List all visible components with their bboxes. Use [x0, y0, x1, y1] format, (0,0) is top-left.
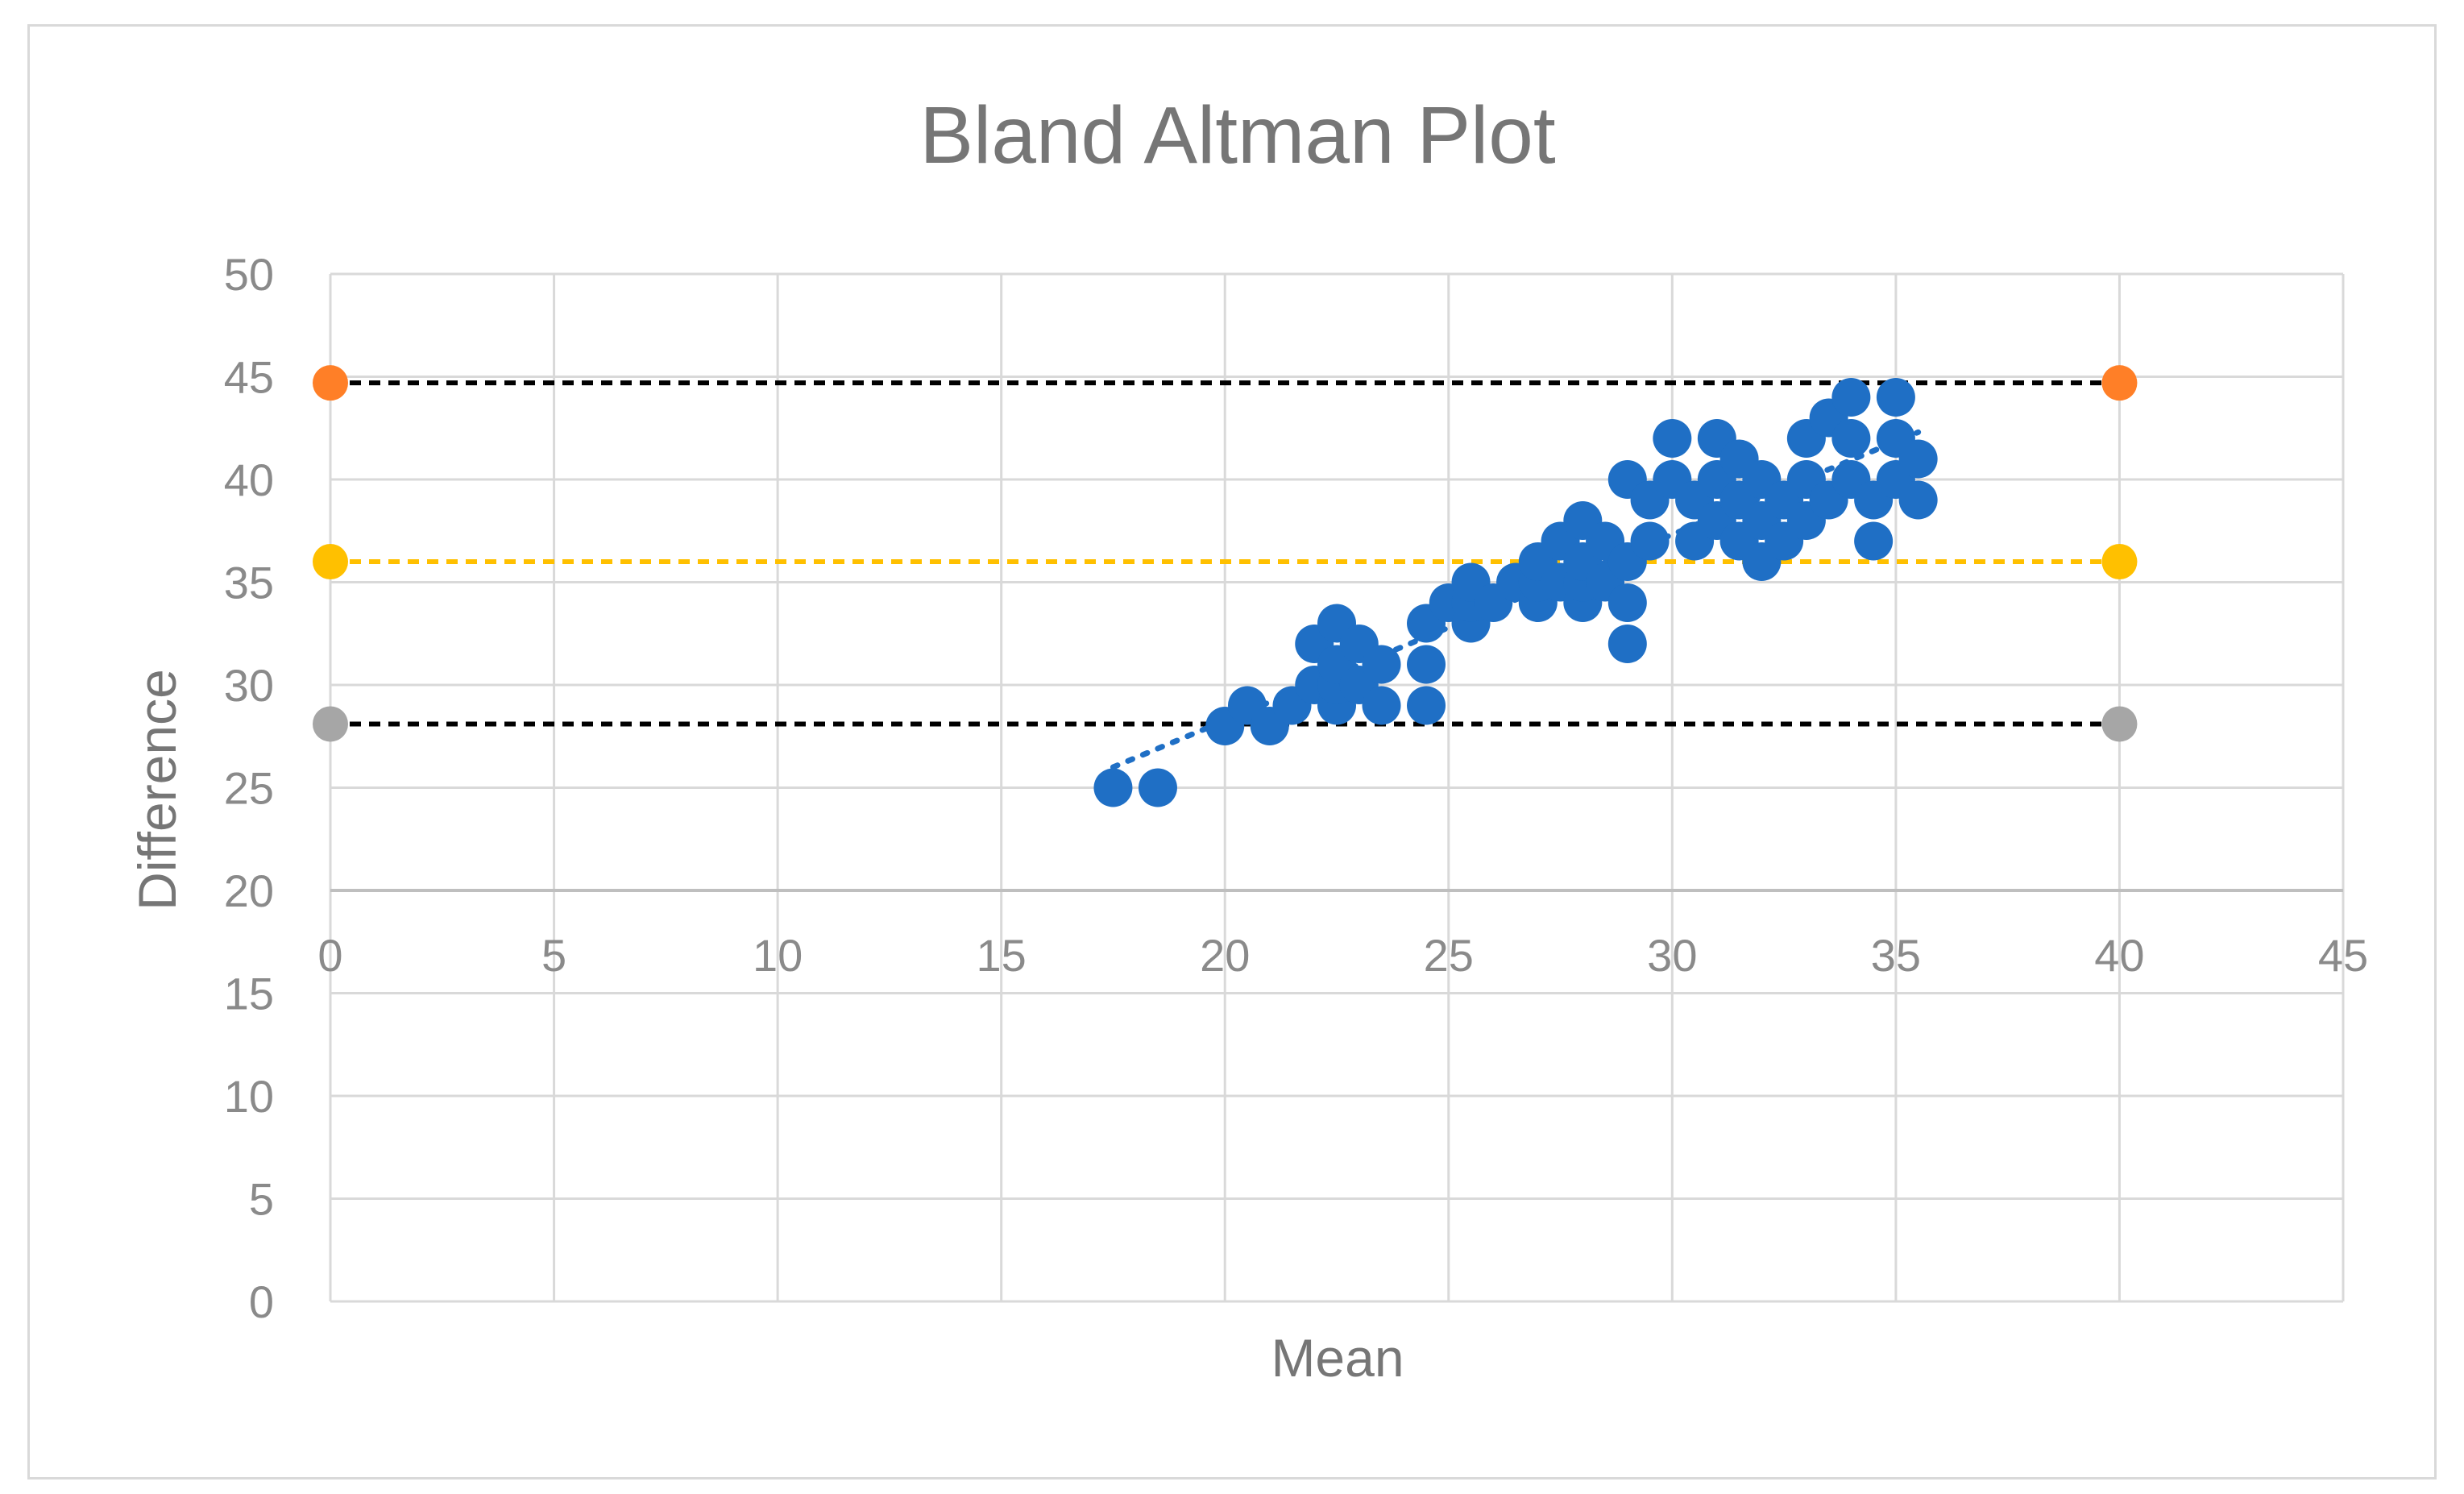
y-tick-label: 25	[224, 763, 274, 814]
data-point	[1362, 645, 1401, 684]
y-tick-labels: 0 5 10 15 20 25 30 35 40 45 50	[224, 249, 274, 1327]
data-points	[1093, 378, 1938, 807]
reference-markers	[313, 365, 2138, 742]
reference-marker	[313, 544, 348, 579]
data-point	[1607, 583, 1647, 622]
y-tick-label: 20	[224, 865, 274, 916]
y-axis-label: Difference	[127, 669, 187, 911]
x-tick-label: 10	[753, 930, 803, 981]
data-point	[1362, 686, 1401, 725]
data-point	[1138, 768, 1177, 807]
x-tick-label: 30	[1647, 930, 1697, 981]
x-tick-label: 40	[2094, 930, 2144, 981]
x-tick-label: 25	[1424, 930, 1474, 981]
data-point	[1093, 768, 1133, 807]
data-point	[1831, 378, 1871, 417]
y-tick-label: 10	[224, 1071, 274, 1122]
y-tick-label: 35	[224, 558, 274, 608]
y-tick-label: 0	[249, 1276, 274, 1327]
data-point	[1607, 625, 1647, 663]
reference-marker	[313, 706, 348, 742]
x-tick-label: 20	[1200, 930, 1250, 981]
data-point	[1630, 521, 1670, 561]
data-point	[1831, 419, 1871, 458]
data-point	[1407, 686, 1446, 725]
y-tick-label: 5	[249, 1174, 274, 1225]
x-tick-label: 0	[317, 930, 342, 981]
reference-marker	[2101, 544, 2138, 579]
reference-marker	[2101, 365, 2138, 401]
chart-title: Bland Altman Plot	[919, 90, 1556, 181]
y-tick-label: 30	[224, 660, 274, 711]
y-tick-label: 15	[224, 969, 274, 1019]
data-point	[1898, 439, 1938, 479]
reference-marker	[313, 365, 348, 401]
data-point	[1653, 419, 1692, 458]
chart-frame	[27, 24, 2437, 1479]
data-point	[1876, 378, 1915, 417]
y-tick-label: 50	[224, 249, 274, 300]
x-tick-label: 15	[977, 930, 1027, 981]
data-point	[1898, 480, 1938, 520]
grid	[329, 272, 2345, 1303]
x-tick-label: 35	[1871, 930, 1921, 981]
y-tick-label: 45	[224, 352, 274, 403]
x-axis-label: Mean	[1271, 1328, 1404, 1388]
x-tick-label: 5	[541, 930, 566, 981]
x-tick-label: 45	[2318, 930, 2368, 981]
y-tick-label: 40	[224, 454, 274, 505]
data-point	[1407, 645, 1446, 684]
reference-marker	[2101, 706, 2138, 742]
x-tick-labels: 0 5 10 15 20 25 30 35 40 45	[317, 930, 2368, 981]
data-point	[1854, 521, 1894, 561]
